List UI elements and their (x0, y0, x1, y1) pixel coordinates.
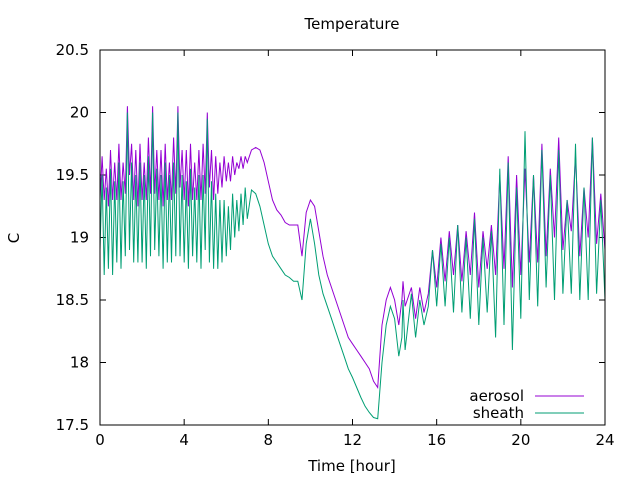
x-tick-label: 20 (511, 431, 530, 449)
x-tick-label: 8 (264, 431, 274, 449)
x-tick-label: 4 (179, 431, 189, 449)
x-tick-label: 0 (95, 431, 105, 449)
chart-title: Temperature (303, 15, 399, 33)
legend-label-aerosol: aerosol (469, 387, 524, 405)
y-tick-label: 20.5 (56, 41, 89, 59)
x-tick-label: 24 (595, 431, 614, 449)
y-tick-label: 20 (70, 104, 89, 122)
y-tick-label: 19.5 (56, 166, 89, 184)
x-tick-label: 16 (427, 431, 446, 449)
legend-label-sheath: sheath (473, 404, 524, 422)
series-layer (99, 106, 606, 420)
y-axis-label: C (5, 233, 23, 243)
legend: aerosol sheath (469, 387, 584, 422)
y-tick-label: 19 (70, 229, 89, 247)
y-tick-label: 18.5 (56, 291, 89, 309)
x-axis-label: Time [hour] (307, 457, 396, 475)
plot-frame (99, 49, 606, 426)
y-tick-label: 17.5 (56, 416, 89, 434)
series-line-aerosol (99, 106, 606, 389)
series-line-sheath (99, 112, 606, 420)
y-tick-label: 18 (70, 354, 89, 372)
axis-ticks: 0 4 8 12 16 20 24 17.5 18 18.5 19 19.5 20 20.5 (56, 41, 615, 449)
x-tick-label: 12 (343, 431, 362, 449)
